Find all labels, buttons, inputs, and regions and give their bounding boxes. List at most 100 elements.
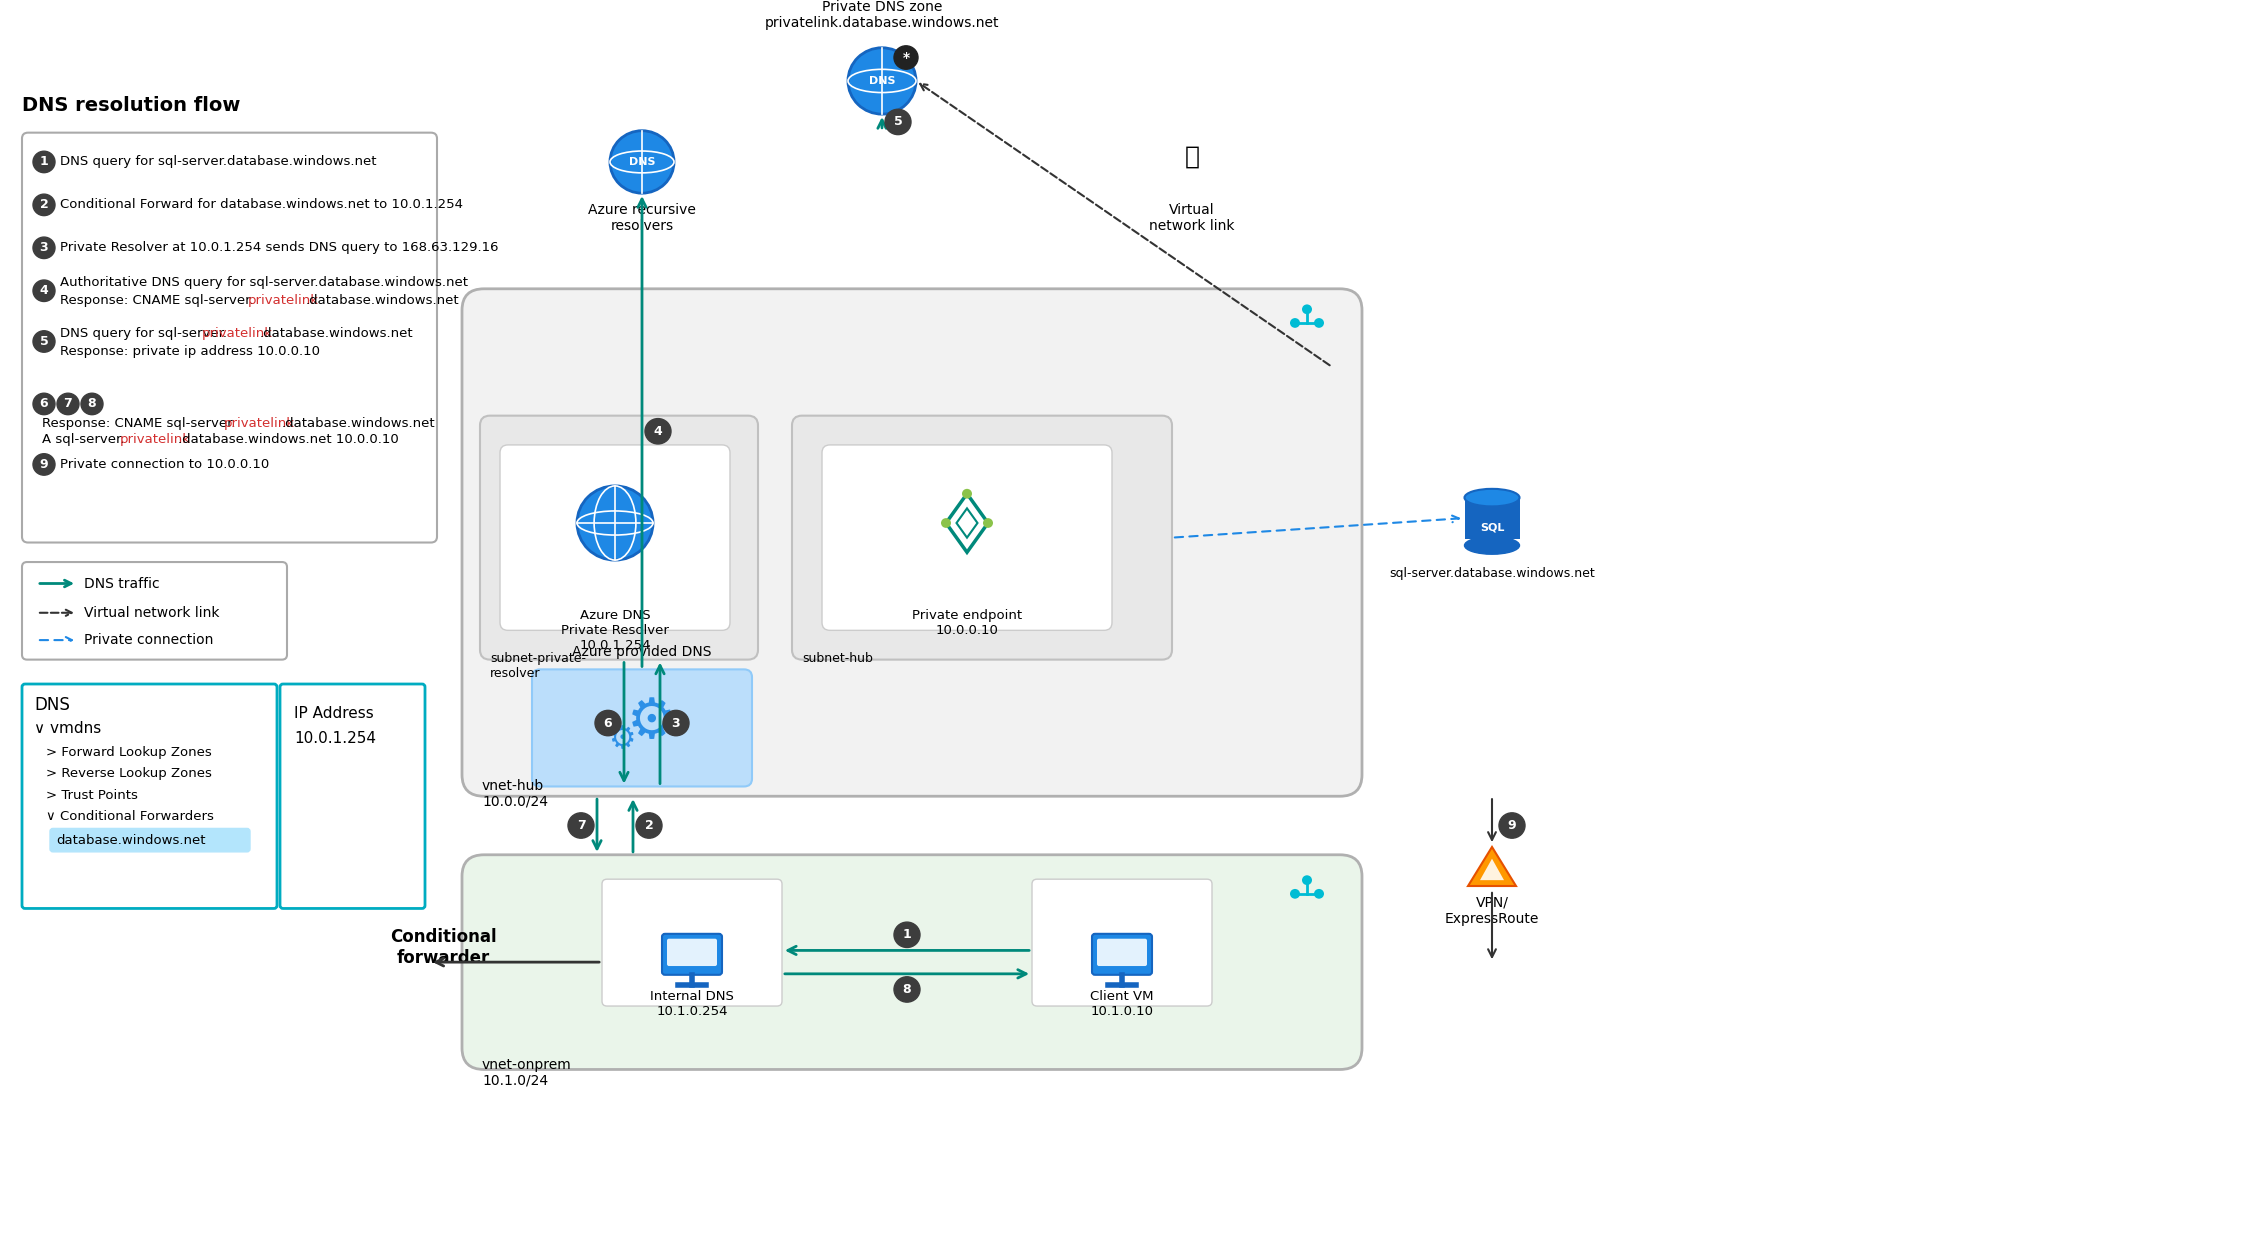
- Text: sql-server.database.windows.net: sql-server.database.windows.net: [1389, 568, 1595, 580]
- Text: Azure recursive
resolvers: Azure recursive resolvers: [588, 202, 697, 232]
- Ellipse shape: [577, 486, 654, 560]
- Text: Azure DNS
Private Resolver
10.0.1.254: Azure DNS Private Resolver 10.0.1.254: [561, 609, 670, 651]
- FancyBboxPatch shape: [602, 879, 783, 1006]
- Text: .database.windows.net 10.0.0.10: .database.windows.net 10.0.0.10: [179, 432, 398, 445]
- Text: Authoritative DNS query for sql-server.database.windows.net: Authoritative DNS query for sql-server.d…: [61, 276, 468, 290]
- Text: Response: private ip address 10.0.0.10: Response: private ip address 10.0.0.10: [61, 345, 319, 358]
- FancyBboxPatch shape: [23, 684, 276, 909]
- Text: DNS: DNS: [629, 158, 656, 168]
- Text: DNS traffic: DNS traffic: [84, 576, 161, 590]
- Text: 2: 2: [41, 199, 48, 211]
- Text: 7: 7: [63, 398, 72, 410]
- Circle shape: [1303, 305, 1312, 314]
- Text: vnet-onprem
10.1.0/24: vnet-onprem 10.1.0/24: [482, 1058, 572, 1088]
- Text: DNS: DNS: [34, 696, 70, 715]
- FancyBboxPatch shape: [480, 416, 758, 660]
- Ellipse shape: [611, 131, 674, 194]
- Text: 9: 9: [41, 458, 48, 471]
- Circle shape: [34, 151, 54, 173]
- Circle shape: [1314, 889, 1323, 899]
- Text: subnet-private-
resolver: subnet-private- resolver: [491, 651, 586, 680]
- Text: Private connection: Private connection: [84, 632, 213, 648]
- Circle shape: [81, 394, 104, 415]
- Text: A sql-server.: A sql-server.: [43, 432, 124, 445]
- Text: Internal DNS
10.1.0.254: Internal DNS 10.1.0.254: [649, 990, 733, 1019]
- Circle shape: [34, 238, 54, 259]
- Circle shape: [34, 331, 54, 352]
- Text: IP Address: IP Address: [294, 706, 373, 721]
- Circle shape: [34, 194, 54, 215]
- Text: Conditional Forward for database.windows.net to 10.0.1.254: Conditional Forward for database.windows…: [61, 199, 464, 211]
- Text: Client VM
10.1.0.10: Client VM 10.1.0.10: [1090, 990, 1154, 1019]
- Text: 2: 2: [645, 819, 654, 832]
- Text: vnet-hub
10.0.0/24: vnet-hub 10.0.0/24: [482, 779, 547, 809]
- Ellipse shape: [848, 48, 916, 114]
- FancyBboxPatch shape: [280, 684, 425, 909]
- Text: SQL: SQL: [1479, 522, 1504, 532]
- Circle shape: [645, 419, 672, 444]
- Text: Virtual
network link: Virtual network link: [1149, 202, 1235, 232]
- Text: > Trust Points: > Trust Points: [45, 789, 138, 801]
- Text: 8: 8: [903, 982, 912, 996]
- Text: privatelink: privatelink: [249, 294, 319, 308]
- Circle shape: [34, 280, 54, 301]
- Text: ⚙: ⚙: [608, 725, 636, 754]
- Circle shape: [34, 454, 54, 475]
- Text: ∨ vmdns: ∨ vmdns: [34, 721, 102, 736]
- Text: *: *: [903, 50, 909, 65]
- Circle shape: [893, 922, 921, 948]
- Text: 6: 6: [604, 716, 613, 730]
- Text: 5: 5: [893, 115, 903, 129]
- FancyBboxPatch shape: [532, 670, 751, 786]
- Text: .database.windows.net: .database.windows.net: [283, 418, 437, 430]
- Text: 3: 3: [41, 241, 48, 254]
- FancyBboxPatch shape: [663, 934, 722, 975]
- Circle shape: [941, 518, 950, 528]
- Text: Private endpoint
10.0.0.10: Private endpoint 10.0.0.10: [912, 609, 1022, 636]
- Text: ⚙: ⚙: [627, 696, 676, 750]
- FancyBboxPatch shape: [500, 445, 731, 630]
- Text: Private connection to 10.0.0.10: Private connection to 10.0.0.10: [61, 458, 269, 471]
- Text: 3: 3: [672, 716, 681, 730]
- Circle shape: [893, 46, 918, 69]
- Text: DNS: DNS: [869, 76, 896, 86]
- Text: .database.windows.net: .database.windows.net: [305, 294, 459, 308]
- FancyBboxPatch shape: [461, 289, 1362, 796]
- FancyBboxPatch shape: [1093, 934, 1151, 975]
- Text: 7: 7: [577, 819, 586, 832]
- Text: Virtual network link: Virtual network link: [84, 606, 219, 620]
- FancyBboxPatch shape: [1031, 879, 1212, 1006]
- FancyBboxPatch shape: [1097, 939, 1147, 966]
- Text: DNS resolution flow: DNS resolution flow: [23, 96, 240, 115]
- Circle shape: [1289, 318, 1301, 328]
- Text: VPN/
ExpressRoute: VPN/ ExpressRoute: [1445, 896, 1538, 926]
- Text: ⛓: ⛓: [1185, 145, 1199, 169]
- Circle shape: [57, 394, 79, 415]
- Circle shape: [893, 976, 921, 1002]
- Circle shape: [1314, 318, 1323, 328]
- FancyBboxPatch shape: [461, 855, 1362, 1070]
- Text: 5: 5: [41, 335, 48, 348]
- Text: Private DNS zone
privatelink.database.windows.net: Private DNS zone privatelink.database.wi…: [765, 0, 1000, 30]
- Text: 10.0.1.254: 10.0.1.254: [294, 731, 375, 746]
- Text: .database.windows.net: .database.windows.net: [260, 328, 414, 340]
- Circle shape: [1303, 875, 1312, 885]
- Polygon shape: [1468, 848, 1516, 886]
- Text: > Reverse Lookup Zones: > Reverse Lookup Zones: [45, 768, 213, 780]
- Text: 4: 4: [41, 284, 48, 298]
- Text: subnet-hub: subnet-hub: [803, 651, 873, 665]
- Circle shape: [1289, 889, 1301, 899]
- FancyBboxPatch shape: [50, 829, 251, 851]
- Text: database.windows.net: database.windows.net: [57, 834, 206, 846]
- Text: Private Resolver at 10.0.1.254 sends DNS query to 168.63.129.16: Private Resolver at 10.0.1.254 sends DNS…: [61, 241, 498, 254]
- Text: privatelink: privatelink: [224, 418, 294, 430]
- Text: 4: 4: [654, 425, 663, 438]
- Text: 9: 9: [1509, 819, 1516, 832]
- Circle shape: [1500, 812, 1525, 839]
- Text: > Forward Lookup Zones: > Forward Lookup Zones: [45, 746, 213, 759]
- Circle shape: [984, 518, 993, 528]
- Text: privatelink: privatelink: [201, 328, 274, 340]
- Text: 6: 6: [41, 398, 48, 410]
- FancyBboxPatch shape: [23, 132, 437, 542]
- Circle shape: [595, 710, 622, 736]
